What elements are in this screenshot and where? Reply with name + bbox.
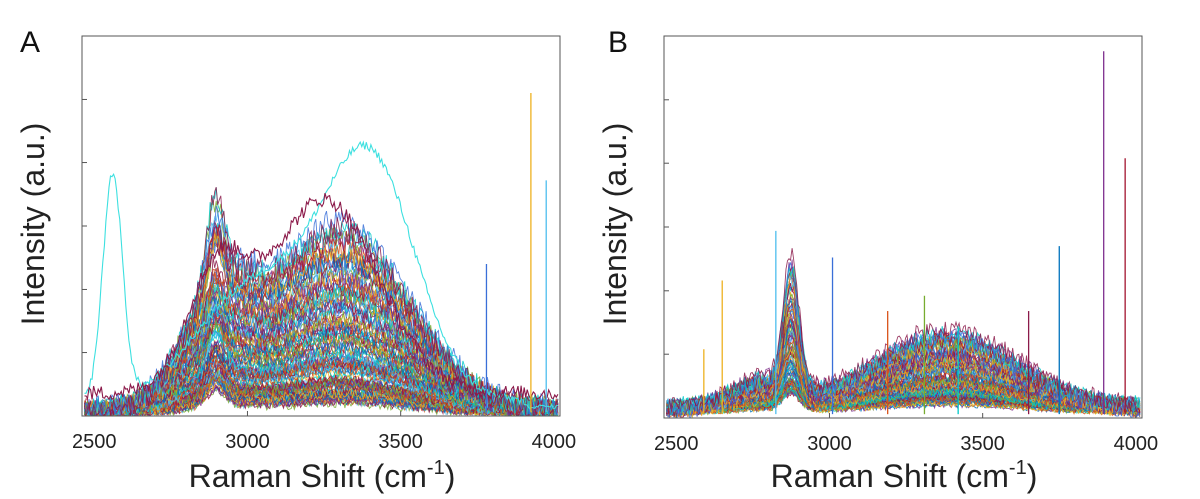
panel-b-x-tick-label: 3000	[807, 433, 852, 455]
panel-a-x-tick-label: 2500	[72, 431, 117, 453]
panel-b-spectrum-series	[666, 261, 1141, 418]
panel-a-y-axis-label: Intensity (a.u.)	[15, 123, 51, 326]
panel-a-maroon-spectrum-series	[84, 192, 559, 401]
panel-b: B 2500 3000 3500 4000 Raman Shift (cm-1) In…	[597, 26, 1158, 494]
panel-a-plot-area	[84, 93, 559, 417]
panel-a-x-tick-label: 3000	[225, 431, 270, 453]
panel-b-x-axis-label: Raman Shift (cm-1)	[771, 457, 1038, 494]
panel-b-y-axis-label: Intensity (a.u.)	[597, 123, 633, 326]
panel-b-spectrum-series	[666, 379, 1141, 417]
panel-b-letter: B	[608, 26, 628, 59]
panel-b-ticks: 2500 3000 3500 4000	[654, 35, 1159, 455]
panel-b-x-tick-label: 4000	[1114, 433, 1159, 455]
panel-b-spectrum-series	[666, 248, 1141, 415]
panel-a: A 2500 3000 3500 4000 Raman Shift (cm-1) In…	[15, 26, 576, 494]
panel-b-x-tick-label: 2500	[654, 433, 699, 455]
panel-a-letter: A	[20, 26, 40, 59]
panel-a-ticks: 2500 3000 3500 4000	[72, 35, 577, 453]
panel-a-x-tick-label: 3500	[378, 431, 423, 453]
panel-a-x-tick-label: 4000	[532, 431, 577, 453]
panel-a-x-axis-label: Raman Shift (cm-1)	[189, 457, 456, 494]
panel-b-plot-area	[666, 51, 1141, 419]
panel-b-x-tick-label: 3500	[960, 433, 1005, 455]
panel-a-spectrum-series	[84, 187, 559, 417]
